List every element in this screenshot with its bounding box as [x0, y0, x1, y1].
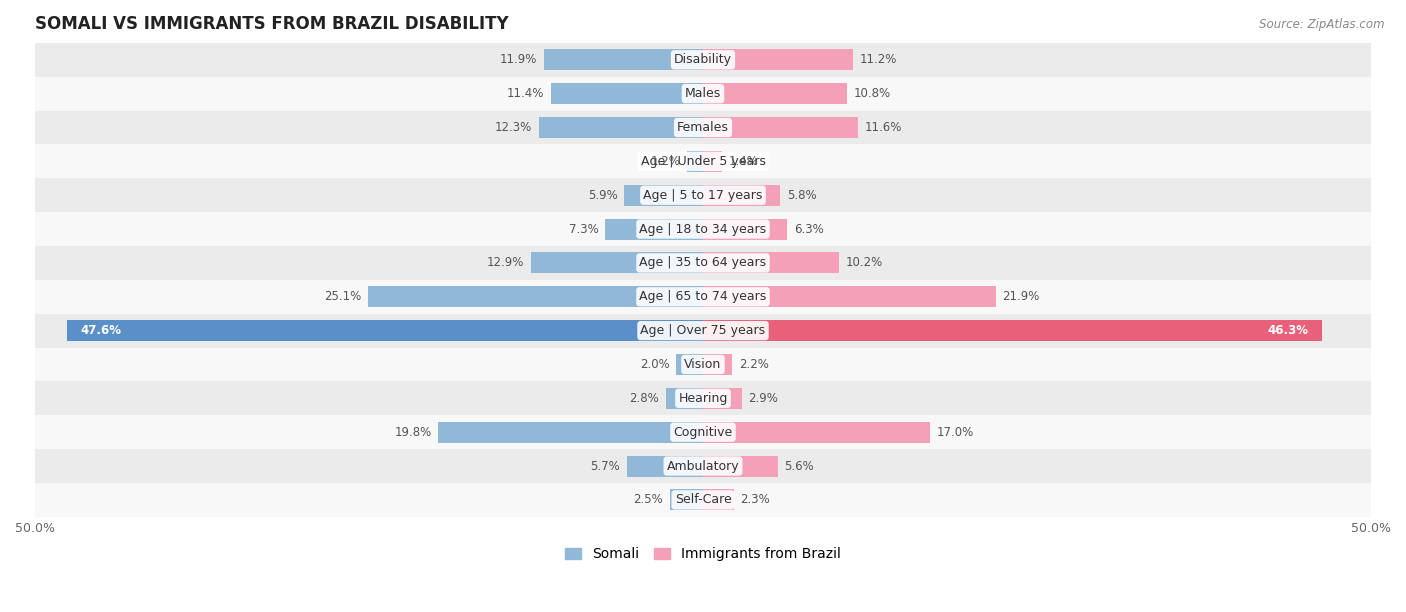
Text: Hearing: Hearing	[678, 392, 728, 405]
Bar	[703, 151, 721, 172]
Text: 5.7%: 5.7%	[591, 460, 620, 472]
Bar	[669, 490, 703, 510]
Text: Age | Over 75 years: Age | Over 75 years	[641, 324, 765, 337]
Text: 11.6%: 11.6%	[865, 121, 903, 134]
Bar	[35, 348, 1371, 381]
Text: 5.9%: 5.9%	[588, 188, 617, 202]
Text: 5.8%: 5.8%	[787, 188, 817, 202]
Bar	[530, 252, 703, 274]
Text: Age | 35 to 64 years: Age | 35 to 64 years	[640, 256, 766, 269]
Bar	[624, 185, 703, 206]
Bar	[35, 76, 1371, 111]
Bar	[703, 185, 780, 206]
Text: 10.2%: 10.2%	[846, 256, 883, 269]
Bar	[35, 381, 1371, 416]
Text: 2.2%: 2.2%	[740, 358, 769, 371]
Bar	[703, 388, 742, 409]
Bar	[703, 50, 852, 70]
Bar	[544, 50, 703, 70]
Bar	[35, 111, 1371, 144]
Text: 11.4%: 11.4%	[506, 87, 544, 100]
Text: 47.6%: 47.6%	[80, 324, 121, 337]
Text: Ambulatory: Ambulatory	[666, 460, 740, 472]
Bar	[703, 83, 848, 104]
Bar	[35, 416, 1371, 449]
Text: 1.4%: 1.4%	[728, 155, 758, 168]
Bar	[35, 246, 1371, 280]
Text: 10.8%: 10.8%	[853, 87, 891, 100]
Bar	[703, 117, 858, 138]
Bar	[35, 212, 1371, 246]
Bar	[35, 178, 1371, 212]
Bar	[35, 483, 1371, 517]
Bar	[676, 354, 703, 375]
Bar	[627, 455, 703, 477]
Text: SOMALI VS IMMIGRANTS FROM BRAZIL DISABILITY: SOMALI VS IMMIGRANTS FROM BRAZIL DISABIL…	[35, 15, 509, 33]
Bar	[688, 151, 703, 172]
Text: 2.5%: 2.5%	[633, 493, 662, 506]
Bar	[35, 144, 1371, 178]
Text: 21.9%: 21.9%	[1002, 290, 1039, 304]
Text: 17.0%: 17.0%	[936, 426, 974, 439]
Text: Source: ZipAtlas.com: Source: ZipAtlas.com	[1260, 18, 1385, 31]
Bar	[35, 449, 1371, 483]
Text: Cognitive: Cognitive	[673, 426, 733, 439]
Text: 2.8%: 2.8%	[628, 392, 659, 405]
Text: 2.9%: 2.9%	[748, 392, 779, 405]
Bar	[606, 218, 703, 239]
Bar	[703, 218, 787, 239]
Text: 25.1%: 25.1%	[323, 290, 361, 304]
Text: 5.6%: 5.6%	[785, 460, 814, 472]
Bar	[67, 320, 703, 341]
Bar	[538, 117, 703, 138]
Bar	[35, 43, 1371, 76]
Text: Females: Females	[678, 121, 728, 134]
Bar	[35, 280, 1371, 314]
Text: 2.3%: 2.3%	[741, 493, 770, 506]
Text: 11.9%: 11.9%	[501, 53, 537, 66]
Bar	[439, 422, 703, 442]
Text: Disability: Disability	[673, 53, 733, 66]
Bar	[703, 422, 931, 442]
Bar	[367, 286, 703, 307]
Text: Age | 18 to 34 years: Age | 18 to 34 years	[640, 223, 766, 236]
Text: 12.9%: 12.9%	[486, 256, 524, 269]
Bar	[703, 490, 734, 510]
Bar	[703, 286, 995, 307]
Text: Males: Males	[685, 87, 721, 100]
Text: Vision: Vision	[685, 358, 721, 371]
Text: Age | 5 to 17 years: Age | 5 to 17 years	[644, 188, 762, 202]
Text: Age | Under 5 years: Age | Under 5 years	[641, 155, 765, 168]
Text: 12.3%: 12.3%	[495, 121, 531, 134]
Legend: Somali, Immigrants from Brazil: Somali, Immigrants from Brazil	[560, 542, 846, 567]
Text: 1.2%: 1.2%	[651, 155, 681, 168]
Text: 7.3%: 7.3%	[569, 223, 599, 236]
Bar	[35, 314, 1371, 348]
Text: 19.8%: 19.8%	[395, 426, 432, 439]
Bar	[703, 354, 733, 375]
Bar	[665, 388, 703, 409]
Text: 2.0%: 2.0%	[640, 358, 669, 371]
Bar	[703, 455, 778, 477]
Text: Age | 65 to 74 years: Age | 65 to 74 years	[640, 290, 766, 304]
Text: 46.3%: 46.3%	[1267, 324, 1308, 337]
Bar	[703, 320, 1322, 341]
Text: 6.3%: 6.3%	[794, 223, 824, 236]
Text: 11.2%: 11.2%	[859, 53, 897, 66]
Bar	[703, 252, 839, 274]
Bar	[551, 83, 703, 104]
Text: Self-Care: Self-Care	[675, 493, 731, 506]
